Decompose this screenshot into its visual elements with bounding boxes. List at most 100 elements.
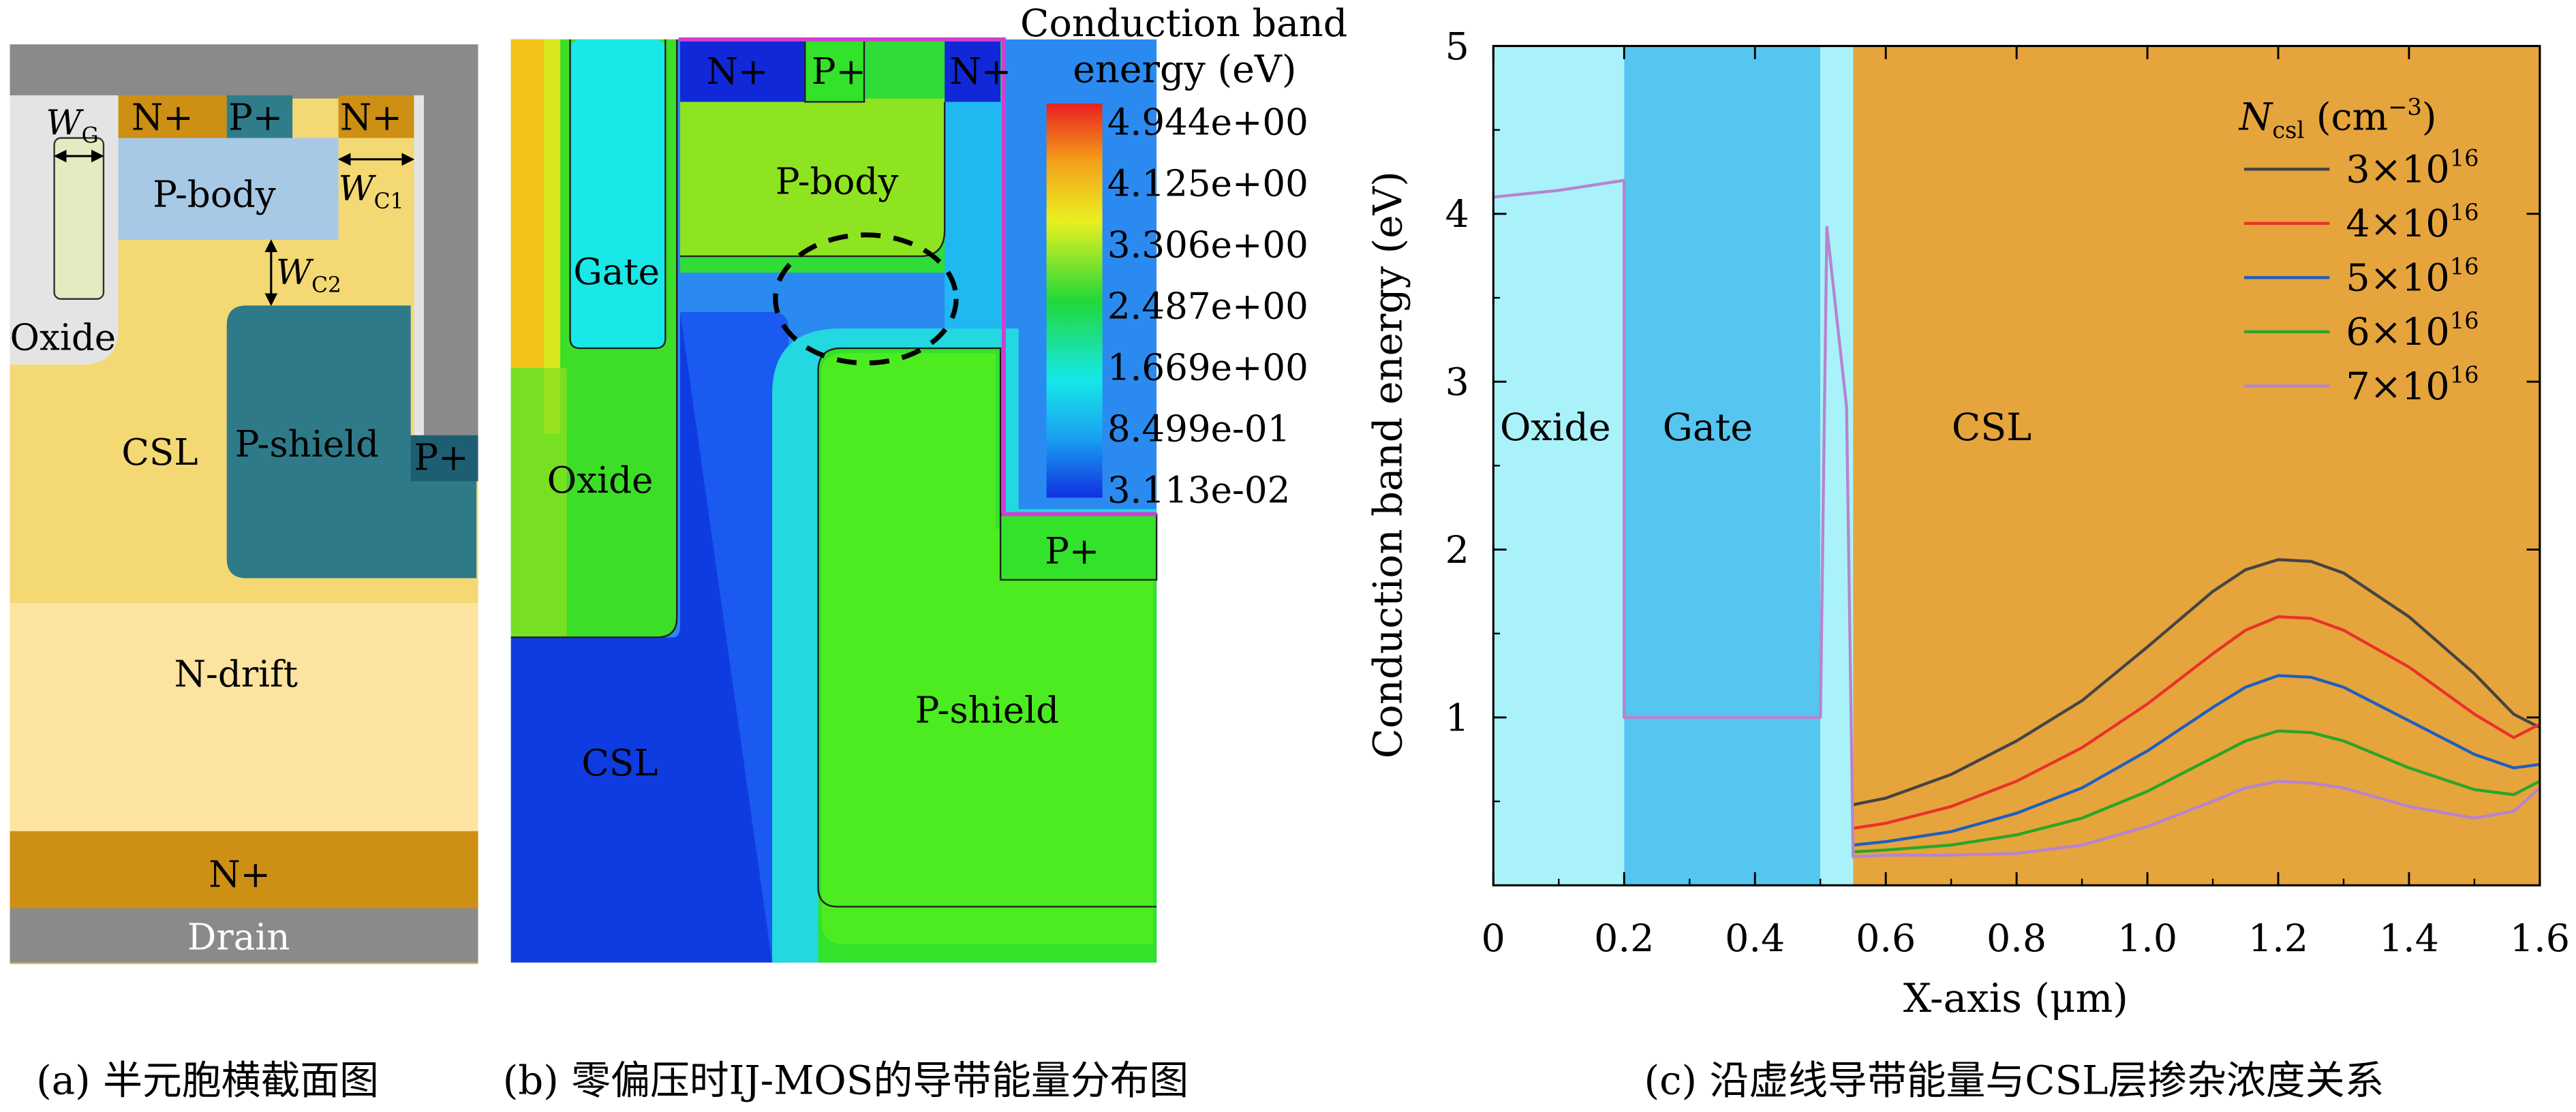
wg-label-main: W xyxy=(46,103,85,143)
wg-label: WG xyxy=(46,103,99,149)
legend-title-close: ) xyxy=(2422,95,2437,139)
legend-entry-label: 6×1016 xyxy=(2346,307,2479,354)
p-plus-side-region-a xyxy=(410,435,478,482)
colorbar-tick-label: 2.487e+00 xyxy=(1107,285,1308,328)
csl-region-band xyxy=(1853,46,2540,886)
oxide-lower-gradient xyxy=(510,367,567,638)
panel-a-p-shield-label: P-shield xyxy=(235,423,379,465)
legend-title: Ncsl (cm−3) xyxy=(2238,94,2437,144)
legend-exponent: 16 xyxy=(2450,199,2479,226)
y-tick-label: 5 xyxy=(1445,25,1469,69)
panel-c: 0 0.2 0.4 0.6 0.8 1.0 1.2 1.4 1.6 1 2 3 4 5 X-axis (… xyxy=(1364,25,2570,1021)
p-plus-1-field-region xyxy=(804,38,865,103)
colorbar-tick-label: 3.306e+00 xyxy=(1107,224,1308,266)
chart-regions xyxy=(1493,46,2540,886)
chart-region-gate-label: Gate xyxy=(1663,406,1753,450)
chart-region-csl-label: CSL xyxy=(1952,406,2031,450)
top-metal-frame xyxy=(10,44,478,435)
legend-mantissa: 4×10 xyxy=(2346,202,2449,246)
wc1-label-main: W xyxy=(339,168,377,208)
series-line xyxy=(1853,729,2541,854)
wg-label-sub: G xyxy=(82,124,99,149)
n-drift-region xyxy=(10,602,478,831)
x-tick-label: 0.4 xyxy=(1725,917,1785,961)
p-shield-region-a xyxy=(226,305,477,578)
panel-a-p-plus-side-label: P+ xyxy=(414,436,469,478)
metal-contact-line xyxy=(678,37,1157,516)
x-tick-label: 0.2 xyxy=(1594,917,1654,961)
panel-a-n-drift-label: N-drift xyxy=(174,653,298,696)
x-tick-label: 0 xyxy=(1482,917,1505,961)
legend-mantissa: 5×10 xyxy=(2346,257,2449,300)
series-line xyxy=(1493,179,2541,859)
p-shield-outline xyxy=(817,347,1157,908)
panel-b-p-shield-label: P-shield xyxy=(915,690,1059,732)
x-tick-label: 0.6 xyxy=(1856,917,1916,961)
chart-x-axis-label: X-axis (μm) xyxy=(1903,975,2128,1021)
series-line xyxy=(1852,615,2541,830)
colorbar-ticks: 4.944e+00 4.125e+00 3.306e+00 2.487e+00 1.66… xyxy=(1107,102,1308,512)
panel-a-n-plus-bottom-label: N+ xyxy=(209,854,271,896)
chart-x-ticks: 0 0.2 0.4 0.6 0.8 1.0 1.2 1.4 1.6 xyxy=(1482,46,2570,961)
panel-b-n-plus-2-label: N+ xyxy=(949,50,1011,93)
panel-a-drain-label: Drain xyxy=(187,916,290,958)
legend-entry-label: 7×1016 xyxy=(2346,362,2479,409)
x-tick-label: 0.8 xyxy=(1987,917,2046,961)
chart-y-axis-label: Conduction band energy (eV) xyxy=(1364,171,1411,758)
wc2-label-sub: C2 xyxy=(311,273,341,298)
panel-a-p-plus-1-label: P+ xyxy=(228,96,283,138)
colorbar-tick-label: 4.944e+00 xyxy=(1107,102,1308,144)
n-plus-1-field-region xyxy=(680,39,806,102)
oxide-yellow-band xyxy=(510,39,544,368)
panel-b-p-body-label: P-body xyxy=(776,160,898,202)
x-tick-label: 1.6 xyxy=(2510,917,2570,961)
colorbar-tick-label: 8.499e-01 xyxy=(1107,408,1291,450)
p-shield-inner xyxy=(821,353,1154,945)
legend-exponent: 16 xyxy=(2450,307,2479,334)
colorbar-title-line1: Conduction band xyxy=(1020,2,1347,46)
chart-region-oxide-label: Oxide xyxy=(1500,406,1611,450)
gate-field-region xyxy=(570,39,666,349)
legend-entry-label: 5×1016 xyxy=(2346,253,2479,300)
gate-border xyxy=(569,39,666,350)
p-body-region-a xyxy=(118,138,339,240)
panel-a-n-plus-1-label: N+ xyxy=(132,96,194,138)
chart-y-ticks: 1 2 3 4 5 xyxy=(1445,25,2540,803)
panel-a-oxide-label: Oxide xyxy=(10,316,117,358)
wc2-label-main: W xyxy=(276,252,314,292)
oxide-side-strip xyxy=(414,95,425,435)
legend-title-exp: −3 xyxy=(2388,94,2422,121)
legend-entry-label: 4×1016 xyxy=(2346,199,2479,246)
p-body-border xyxy=(680,102,946,258)
drain-region xyxy=(10,908,478,963)
legend-title-unit: (cm xyxy=(2304,95,2388,139)
p-plus-1-region-a xyxy=(226,95,293,138)
panel-b-csl-label: CSL xyxy=(581,742,658,784)
panel-b-p-plus-1-label: P+ xyxy=(812,50,866,93)
oxide-region-band xyxy=(1493,46,1625,886)
legend-entry-label: 3×1016 xyxy=(2346,144,2479,191)
wc1-label-sub: C1 xyxy=(374,189,404,214)
panel-a-csl-label: CSL xyxy=(121,431,198,474)
chart-series-lines xyxy=(1493,179,2541,859)
legend-title-sub: csl xyxy=(2272,117,2304,143)
panel-b-gate-label: Gate xyxy=(573,251,660,293)
oxide-yellow-band-2 xyxy=(543,39,561,434)
legend-mantissa: 3×10 xyxy=(2346,149,2449,192)
series-line xyxy=(1852,558,2541,807)
chart-legend: Ncsl (cm−3) 3×10164×10165×10166×10167×10… xyxy=(2238,94,2479,409)
y-tick-label: 3 xyxy=(1445,361,1469,405)
caption-c: (c) 沿虚线导带能量与CSL层掺杂浓度关系 xyxy=(1644,1057,2385,1103)
wc1-label: WC1 xyxy=(339,168,404,214)
colorbar-tick-label: 3.113e-02 xyxy=(1107,469,1291,512)
legend-mantissa: 7×10 xyxy=(2346,365,2449,409)
oxide-border xyxy=(510,39,678,638)
n-plus-2-field-region xyxy=(945,39,1001,102)
legend-exponent: 16 xyxy=(2450,144,2479,171)
p-body-inner xyxy=(680,98,945,257)
gate-region-a xyxy=(53,137,105,300)
gate-region-band xyxy=(1624,46,1821,886)
cyan-edge-right xyxy=(945,98,1002,329)
colorbar: Conduction band energy (eV) 4.944e+00 4.1… xyxy=(1020,2,1347,512)
